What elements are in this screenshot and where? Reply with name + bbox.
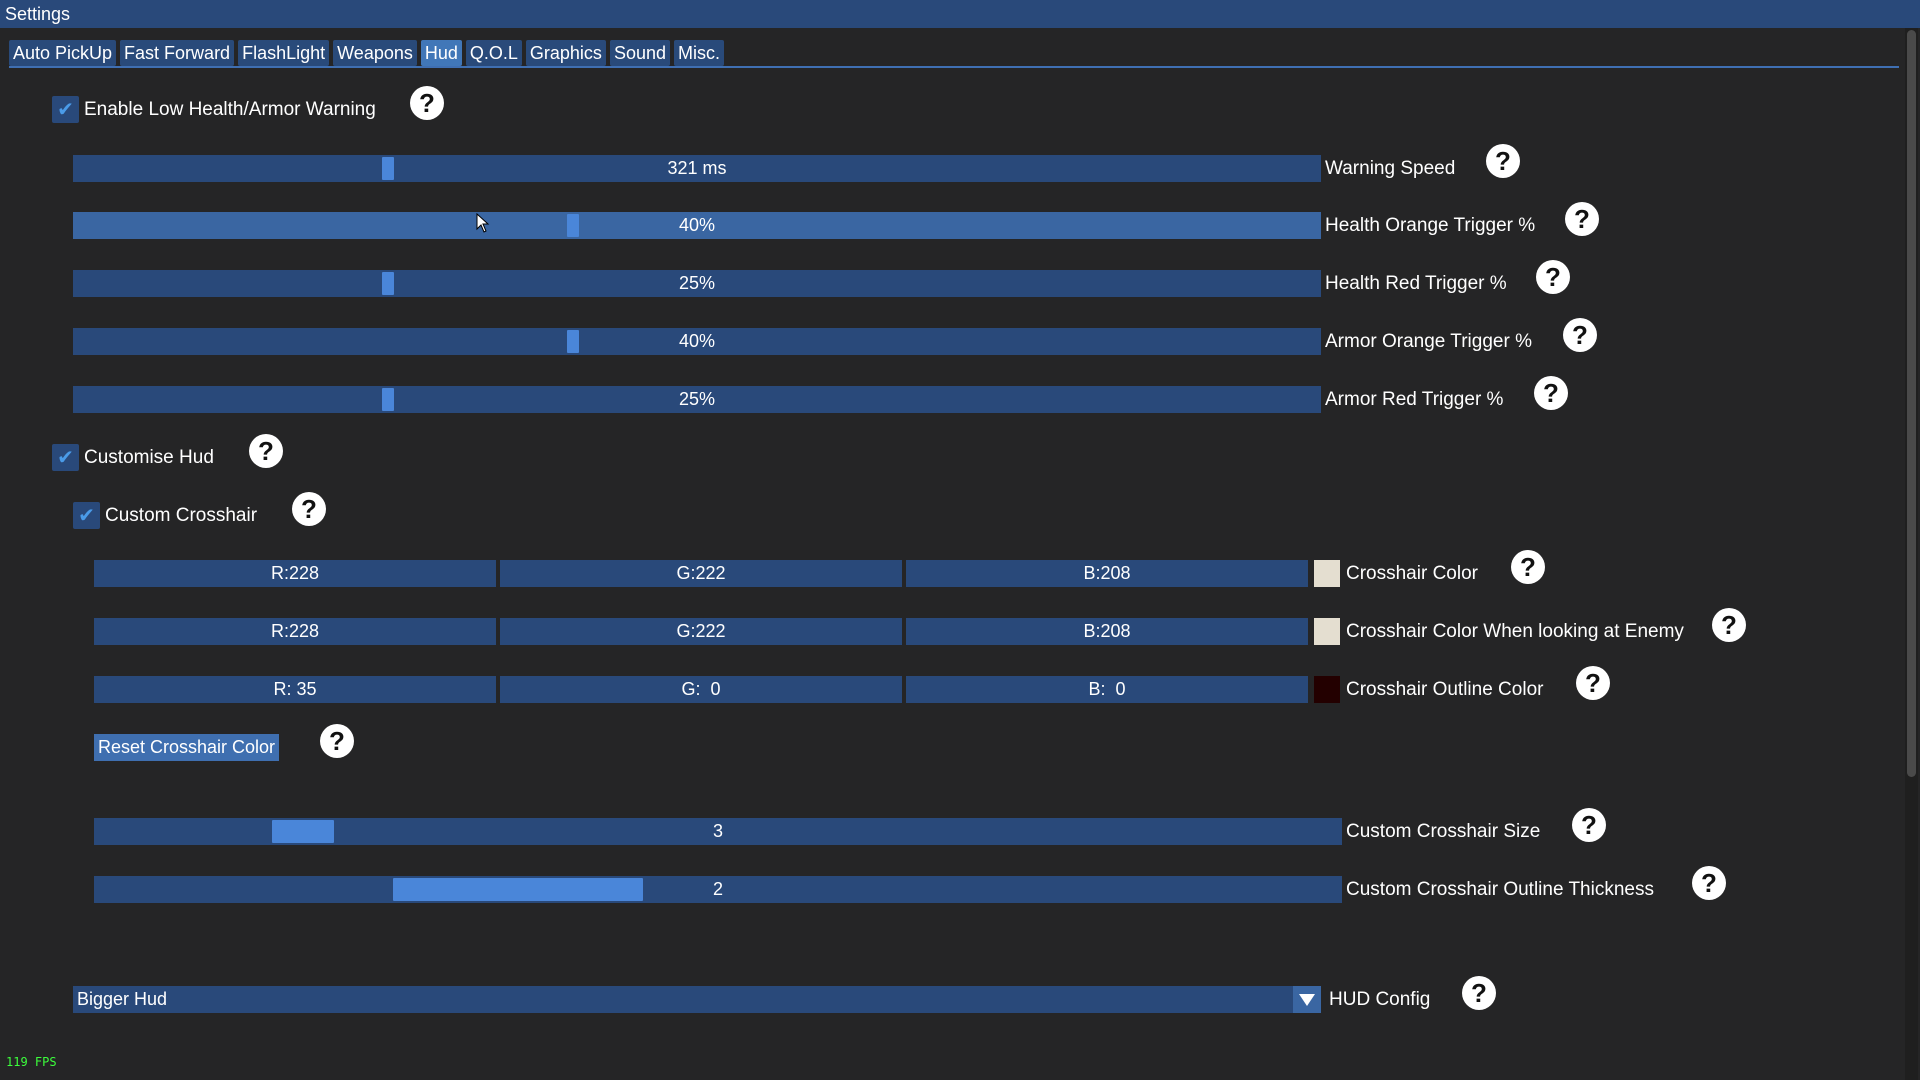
slider-value: 3 xyxy=(712,821,723,841)
channel-value: B:208 xyxy=(1083,621,1131,641)
slider-value: 40% xyxy=(678,331,716,351)
armor-orange-trigger-label: Armor Orange Trigger % xyxy=(1325,331,1532,352)
crosshair-color-label: Crosshair Color xyxy=(1346,563,1478,584)
slider-grab[interactable] xyxy=(567,214,579,237)
crosshair-outline-thickness-slider[interactable]: 2 xyxy=(94,876,1342,903)
help-icon[interactable]: ? xyxy=(1462,976,1496,1010)
tab-underline xyxy=(9,66,1899,68)
channel-value: B: 0 xyxy=(1088,679,1126,699)
check-icon: ✔ xyxy=(57,447,74,469)
help-icon[interactable]: ? xyxy=(1511,550,1545,584)
help-icon[interactable]: ? xyxy=(1576,666,1610,700)
hud-config-select[interactable]: Bigger Hud xyxy=(73,986,1321,1013)
color-swatch[interactable] xyxy=(1314,676,1340,703)
crosshair-outline-thickness-label: Custom Crosshair Outline Thickness xyxy=(1346,879,1654,900)
armor-orange-trigger-slider[interactable]: 40% xyxy=(73,328,1321,355)
enemy-crosshair-color-b[interactable]: B:208 xyxy=(906,618,1308,645)
crosshair-color-b[interactable]: B:208 xyxy=(906,560,1308,587)
health-orange-trigger-slider[interactable]: 40% xyxy=(73,212,1321,239)
help-icon[interactable]: ? xyxy=(1712,608,1746,642)
low-health-warning-checkbox[interactable]: ✔ xyxy=(52,96,79,123)
help-icon[interactable]: ? xyxy=(1486,144,1520,178)
slider-grab[interactable] xyxy=(382,272,394,295)
outline-color-g[interactable]: G: 0 xyxy=(500,676,902,703)
tab-misc[interactable]: Misc. xyxy=(674,40,724,66)
help-icon[interactable]: ? xyxy=(249,434,283,468)
mouse-cursor-icon xyxy=(476,213,490,233)
chevron-down-icon[interactable] xyxy=(1293,986,1321,1013)
low-health-warning-label: Enable Low Health/Armor Warning xyxy=(84,99,376,120)
help-icon[interactable]: ? xyxy=(1572,808,1606,842)
help-icon[interactable]: ? xyxy=(1565,202,1599,236)
check-icon: ✔ xyxy=(78,505,95,527)
help-icon[interactable]: ? xyxy=(1536,260,1570,294)
tab-hud[interactable]: Hud xyxy=(420,40,462,66)
color-swatch[interactable] xyxy=(1314,560,1340,587)
check-icon: ✔ xyxy=(57,99,74,121)
crosshair-size-label: Custom Crosshair Size xyxy=(1346,821,1541,842)
slider-value: 25% xyxy=(678,389,716,409)
slider-grab[interactable] xyxy=(382,388,394,411)
enemy-crosshair-color-r[interactable]: R:228 xyxy=(94,618,496,645)
outline-color-label: Crosshair Outline Color xyxy=(1346,679,1544,700)
crosshair-color-r[interactable]: R:228 xyxy=(94,560,496,587)
tab-graphics[interactable]: Graphics xyxy=(525,40,606,66)
outline-color-b[interactable]: B: 0 xyxy=(906,676,1308,703)
tab-sound[interactable]: Sound xyxy=(609,40,670,66)
help-icon[interactable]: ? xyxy=(1692,866,1726,900)
slider-value: 321 ms xyxy=(667,158,727,178)
slider-grab[interactable] xyxy=(567,330,579,353)
tab-weapons[interactable]: Weapons xyxy=(333,40,417,66)
tab-qol[interactable]: Q.O.L xyxy=(465,40,522,66)
help-icon[interactable]: ? xyxy=(1563,318,1597,352)
health-red-trigger-slider[interactable]: 25% xyxy=(73,270,1321,297)
channel-value: R: 35 xyxy=(273,679,317,699)
warning-speed-label: Warning Speed xyxy=(1325,158,1456,179)
customise-hud-checkbox[interactable]: ✔ xyxy=(52,444,79,471)
enemy-crosshair-color-label: Crosshair Color When looking at Enemy xyxy=(1346,621,1684,642)
crosshair-size-slider[interactable]: 3 xyxy=(94,818,1342,845)
customise-hud-label: Customise Hud xyxy=(84,447,214,468)
tab-bar: Auto PickUp Fast Forward FlashLight Weap… xyxy=(9,40,724,66)
reset-crosshair-color-button[interactable]: Reset Crosshair Color xyxy=(94,734,280,761)
help-icon[interactable]: ? xyxy=(320,724,354,758)
channel-value: R:228 xyxy=(270,621,320,641)
slider-value: 2 xyxy=(712,879,723,899)
custom-crosshair-checkbox[interactable]: ✔ xyxy=(73,502,100,529)
help-icon[interactable]: ? xyxy=(1534,376,1568,410)
slider-grab[interactable] xyxy=(393,878,643,901)
window-title: Settings xyxy=(0,0,1920,28)
custom-crosshair-label: Custom Crosshair xyxy=(105,505,258,526)
enemy-crosshair-color-g[interactable]: G:222 xyxy=(500,618,902,645)
color-swatch[interactable] xyxy=(1314,618,1340,645)
slider-grab[interactable] xyxy=(382,157,394,180)
help-icon[interactable]: ? xyxy=(292,492,326,526)
health-orange-trigger-label: Health Orange Trigger % xyxy=(1325,215,1536,236)
armor-red-trigger-label: Armor Red Trigger % xyxy=(1325,389,1504,410)
slider-value: 25% xyxy=(678,273,716,293)
warning-speed-slider[interactable]: 321 ms xyxy=(73,155,1321,182)
channel-value: G: 0 xyxy=(681,679,721,699)
slider-grab[interactable] xyxy=(272,820,334,843)
channel-value: B:208 xyxy=(1083,563,1131,583)
armor-red-trigger-slider[interactable]: 25% xyxy=(73,386,1321,413)
hud-config-value: Bigger Hud xyxy=(77,989,168,1009)
help-icon[interactable]: ? xyxy=(410,86,444,120)
health-red-trigger-label: Health Red Trigger % xyxy=(1325,273,1507,294)
tab-fast-forward[interactable]: Fast Forward xyxy=(120,40,235,66)
outline-color-r[interactable]: R: 35 xyxy=(94,676,496,703)
tab-auto-pickup[interactable]: Auto PickUp xyxy=(9,40,117,66)
fps-counter: 119 FPS xyxy=(6,1055,57,1069)
hud-config-label: HUD Config xyxy=(1329,989,1431,1010)
crosshair-color-g[interactable]: G:222 xyxy=(500,560,902,587)
channel-value: R:228 xyxy=(270,563,320,583)
tab-flashlight[interactable]: FlashLight xyxy=(238,40,330,66)
channel-value: G:222 xyxy=(676,621,726,641)
channel-value: G:222 xyxy=(676,563,726,583)
slider-value: 40% xyxy=(678,215,716,235)
scrollbar-thumb[interactable] xyxy=(1907,30,1916,777)
